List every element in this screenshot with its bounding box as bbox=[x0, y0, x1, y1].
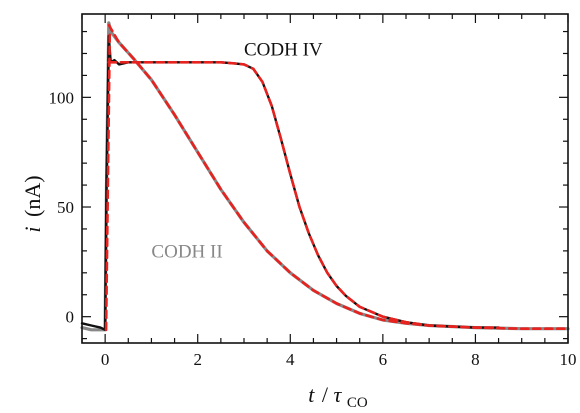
series-line-codh-ii-fit bbox=[107, 23, 570, 331]
series-line-codh-ii bbox=[80, 21, 570, 332]
curves-layer bbox=[80, 21, 570, 332]
series-line-codh-iv-fit bbox=[107, 60, 500, 329]
x-tick-label: 10 bbox=[560, 350, 577, 369]
x-tick-label: 8 bbox=[471, 350, 480, 369]
x-axis-separator: / bbox=[322, 382, 329, 407]
x-axis-tau: τ bbox=[334, 382, 343, 407]
series-annotation: CODH IV bbox=[244, 40, 323, 61]
y-tick-label: 50 bbox=[57, 198, 74, 217]
x-tick-label: 2 bbox=[193, 350, 202, 369]
y-axis-title: i (nA) bbox=[20, 175, 45, 232]
y-tick-label: 100 bbox=[49, 88, 75, 107]
series-annotation: CODH II bbox=[151, 241, 222, 262]
x-tick-label: 6 bbox=[379, 350, 388, 369]
x-tick-label: 4 bbox=[286, 350, 295, 369]
x-axis-symbol: t bbox=[308, 382, 315, 407]
x-tick-label: 0 bbox=[101, 350, 110, 369]
y-axis-unit: (nA) bbox=[20, 175, 45, 217]
y-tick-label: 0 bbox=[66, 308, 75, 327]
ticks-layer bbox=[81, 14, 569, 343]
series-line-codh-iv bbox=[80, 34, 500, 331]
y-axis-symbol: i bbox=[20, 226, 45, 232]
x-axis-subscript: CO bbox=[347, 395, 368, 408]
series-line-rise-fit bbox=[104, 30, 112, 332]
plot-frame bbox=[81, 13, 569, 344]
x-axis-title: t / τ CO bbox=[308, 382, 368, 408]
